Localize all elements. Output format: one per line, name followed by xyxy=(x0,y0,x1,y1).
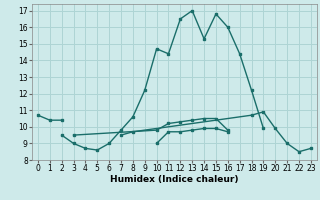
X-axis label: Humidex (Indice chaleur): Humidex (Indice chaleur) xyxy=(110,175,239,184)
